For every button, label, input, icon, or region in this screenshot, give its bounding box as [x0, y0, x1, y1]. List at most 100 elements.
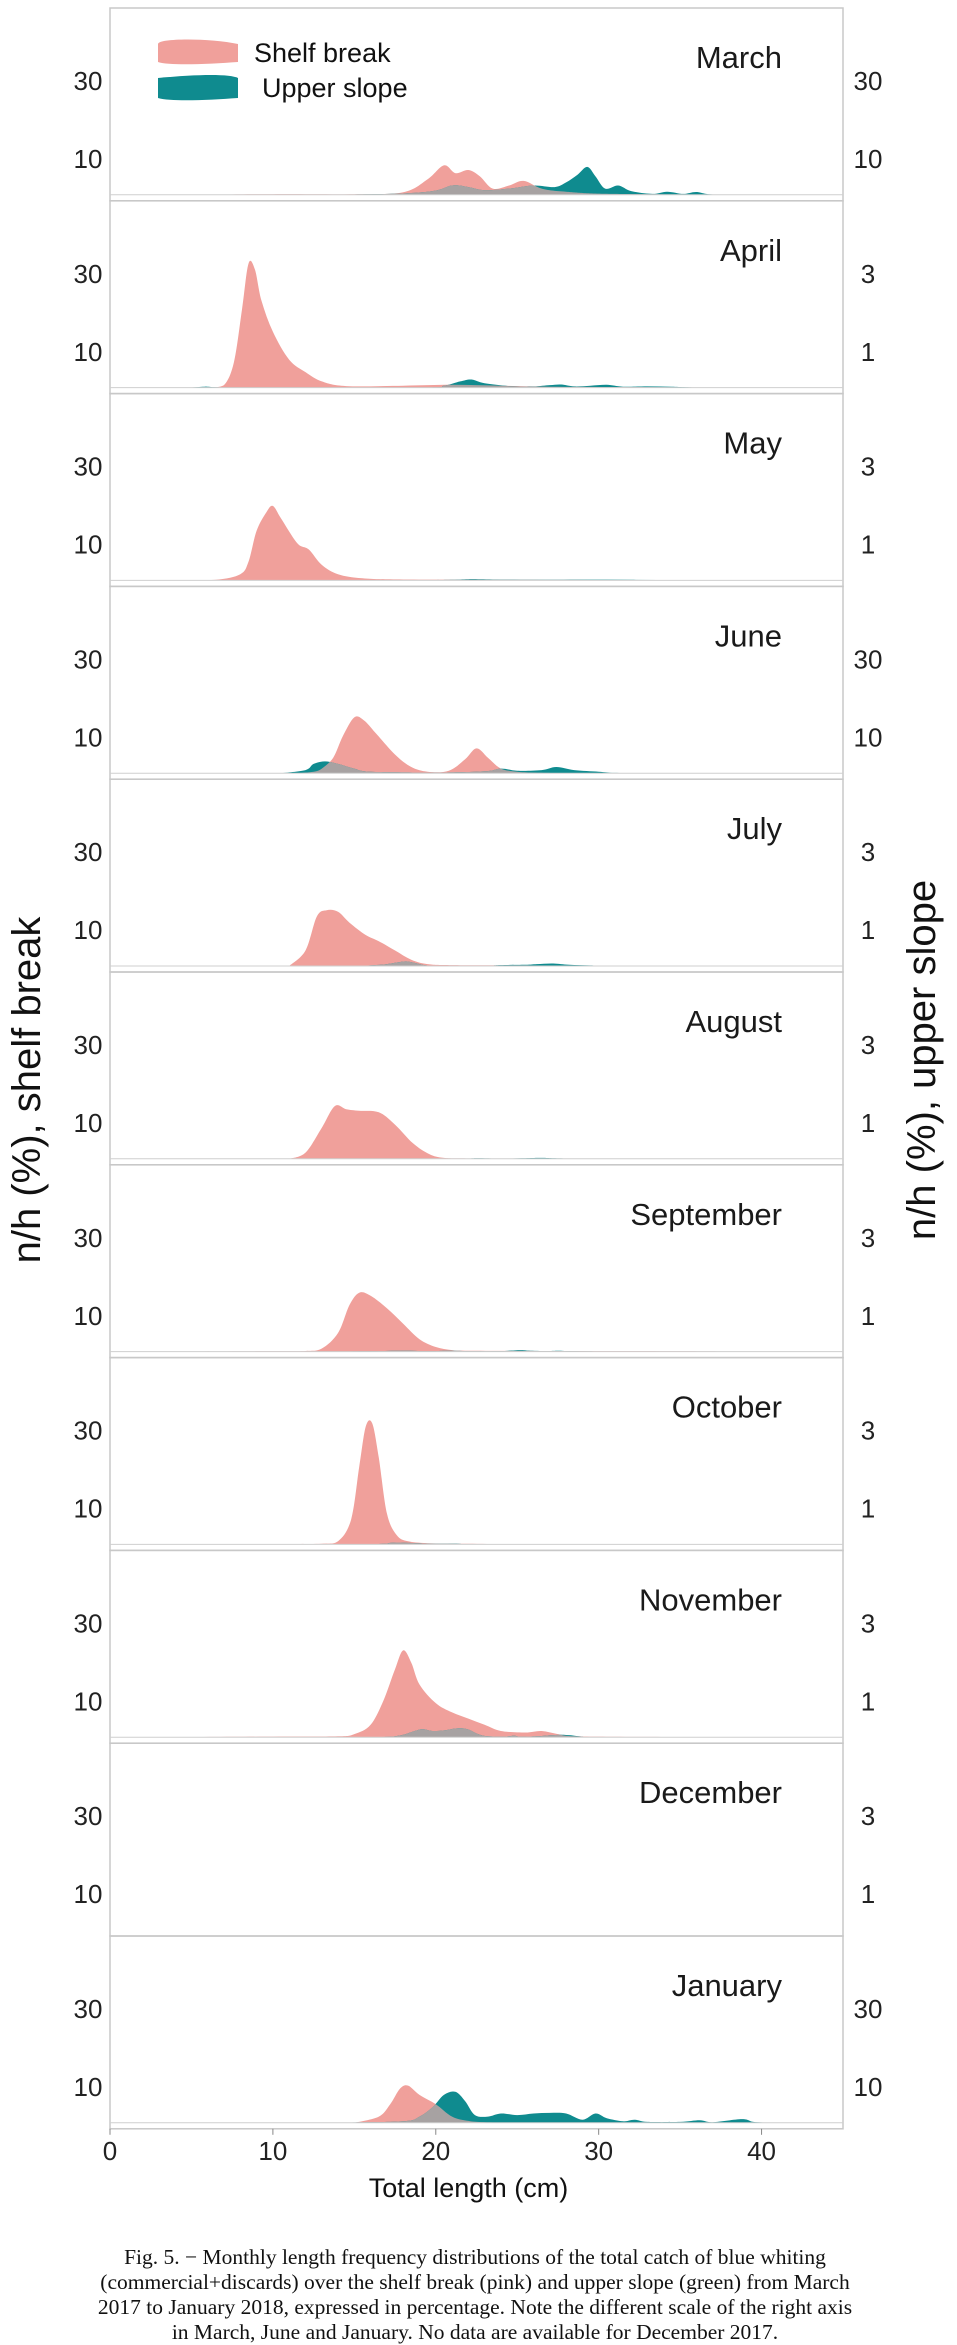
right-tick-label: 10 [854, 2072, 883, 2102]
panel-july: 30 10 3 1 July [74, 778, 875, 973]
legend-swatch-shelf-break [158, 39, 238, 65]
shelf-break-area-july [289, 909, 599, 966]
x-tick-label: 10 [258, 2136, 287, 2166]
shelf-break-area-september [175, 1292, 729, 1352]
panel-november: 30 10 3 1 November [74, 1549, 875, 1744]
month-label-april: April [720, 233, 782, 268]
month-label-may: May [723, 426, 782, 461]
right-tick-label: 10 [854, 144, 883, 174]
left-tick-label: 10 [74, 1494, 103, 1524]
shelf-break-area-january [354, 2085, 518, 2123]
x-tick-label: 20 [421, 2136, 450, 2166]
y-axis-label-right: n/h (%), upper slope [900, 880, 944, 1240]
shelf-break-area-june [297, 716, 567, 774]
left-tick-label: 10 [74, 1301, 103, 1331]
right-tick-label: 3 [861, 1030, 875, 1060]
panel-april: 30 10 3 1 April [74, 200, 875, 395]
left-tick-label: 30 [74, 452, 103, 482]
right-tick-label: 1 [861, 1108, 875, 1138]
panel-june: 30 10 30 10 June [74, 585, 883, 780]
left-tick-label: 30 [74, 837, 103, 867]
left-tick-label: 30 [74, 1608, 103, 1638]
month-label-january: January [672, 1968, 783, 2003]
month-label-august: August [685, 1004, 782, 1039]
left-tick-label: 30 [74, 1801, 103, 1831]
panel-august: 30 10 3 1 August [74, 971, 875, 1166]
left-tick-label: 10 [74, 337, 103, 367]
y-axis-label-left: n/h (%), shelf break [5, 916, 49, 1264]
right-tick-label: 3 [861, 1223, 875, 1253]
right-tick-label: 3 [861, 837, 875, 867]
panel-frame [109, 200, 844, 395]
right-tick-label: 10 [854, 722, 883, 752]
panel-january: 30 10 30 10 January [74, 1935, 883, 2130]
panel-frame [109, 971, 844, 1166]
left-tick-label: 10 [74, 1686, 103, 1716]
x-tick-label: 40 [747, 2136, 776, 2166]
left-tick-label: 10 [74, 144, 103, 174]
right-tick-label: 30 [854, 1994, 883, 2024]
right-tick-label: 1 [861, 530, 875, 560]
shelf-break-area-october [175, 1420, 534, 1545]
legend-label-shelf-break: Shelf break [254, 38, 391, 68]
right-tick-label: 30 [854, 66, 883, 96]
legend: Shelf break Upper slope [158, 38, 408, 103]
left-tick-label: 10 [74, 1108, 103, 1138]
panel-october: 30 10 3 1 October [74, 1356, 875, 1552]
shelf-break-area-november [175, 1650, 762, 1738]
right-tick-label: 1 [861, 1494, 875, 1524]
right-tick-label: 3 [861, 1801, 875, 1831]
month-label-september: September [630, 1197, 782, 1232]
panel-frame [109, 1356, 844, 1552]
right-tick-label: 3 [861, 259, 875, 289]
right-tick-label: 30 [854, 644, 883, 674]
legend-swatch-upper-slope [158, 75, 238, 101]
panel-frame [109, 392, 844, 588]
panel-march: 30 10 30 10 March [74, 7, 883, 202]
month-label-october: October [672, 1390, 782, 1425]
left-tick-label: 30 [74, 1416, 103, 1446]
panel-frame [109, 1549, 844, 1744]
shelf-break-area-may [175, 505, 729, 581]
overlap-area-november [354, 1728, 762, 1738]
x-axis-label: Total length (cm) [369, 2173, 569, 2203]
upper-slope-area-january [147, 2091, 770, 2123]
month-label-november: November [639, 1582, 782, 1617]
left-tick-label: 30 [74, 1994, 103, 2024]
shelf-break-area-april [211, 260, 681, 388]
left-tick-label: 10 [74, 915, 103, 945]
left-tick-label: 10 [74, 2072, 103, 2102]
left-tick-label: 10 [74, 722, 103, 752]
x-tick-label: 0 [103, 2136, 117, 2166]
right-tick-label: 1 [861, 337, 875, 367]
month-label-june: June [715, 618, 782, 653]
panel-september: 30 10 3 1 September [74, 1164, 875, 1359]
length-frequency-chart: 30103010March301031April301031May3010301… [5, 7, 944, 2203]
panel-frame [109, 1742, 844, 1937]
right-tick-label: 3 [861, 1608, 875, 1638]
left-tick-label: 30 [74, 1030, 103, 1060]
right-tick-label: 1 [861, 915, 875, 945]
shelf-break-area-march [171, 165, 762, 195]
left-tick-label: 10 [74, 1879, 103, 1909]
panel-frame [109, 7, 844, 202]
left-tick-label: 30 [74, 66, 103, 96]
panel-may: 30 10 3 1 May [74, 392, 875, 588]
panel-december: 30 10 3 1 December [74, 1742, 875, 1937]
right-tick-label: 1 [861, 1301, 875, 1331]
upper-slope-area-june [281, 761, 648, 774]
month-label-march: March [696, 40, 782, 75]
right-tick-label: 3 [861, 452, 875, 482]
month-label-july: July [727, 811, 783, 846]
month-label-december: December [639, 1775, 782, 1810]
upper-slope-area-march [171, 166, 762, 195]
left-tick-label: 30 [74, 259, 103, 289]
legend-label-upper-slope: Upper slope [262, 73, 408, 103]
x-tick-label: 30 [584, 2136, 613, 2166]
panel-frame [109, 778, 844, 973]
figure-caption: Fig. 5. − Monthly length frequency distr… [97, 2245, 853, 2344]
shelf-break-area-august [289, 1105, 518, 1159]
right-tick-label: 3 [861, 1416, 875, 1446]
left-tick-label: 30 [74, 1223, 103, 1253]
panel-frame [109, 1164, 844, 1359]
